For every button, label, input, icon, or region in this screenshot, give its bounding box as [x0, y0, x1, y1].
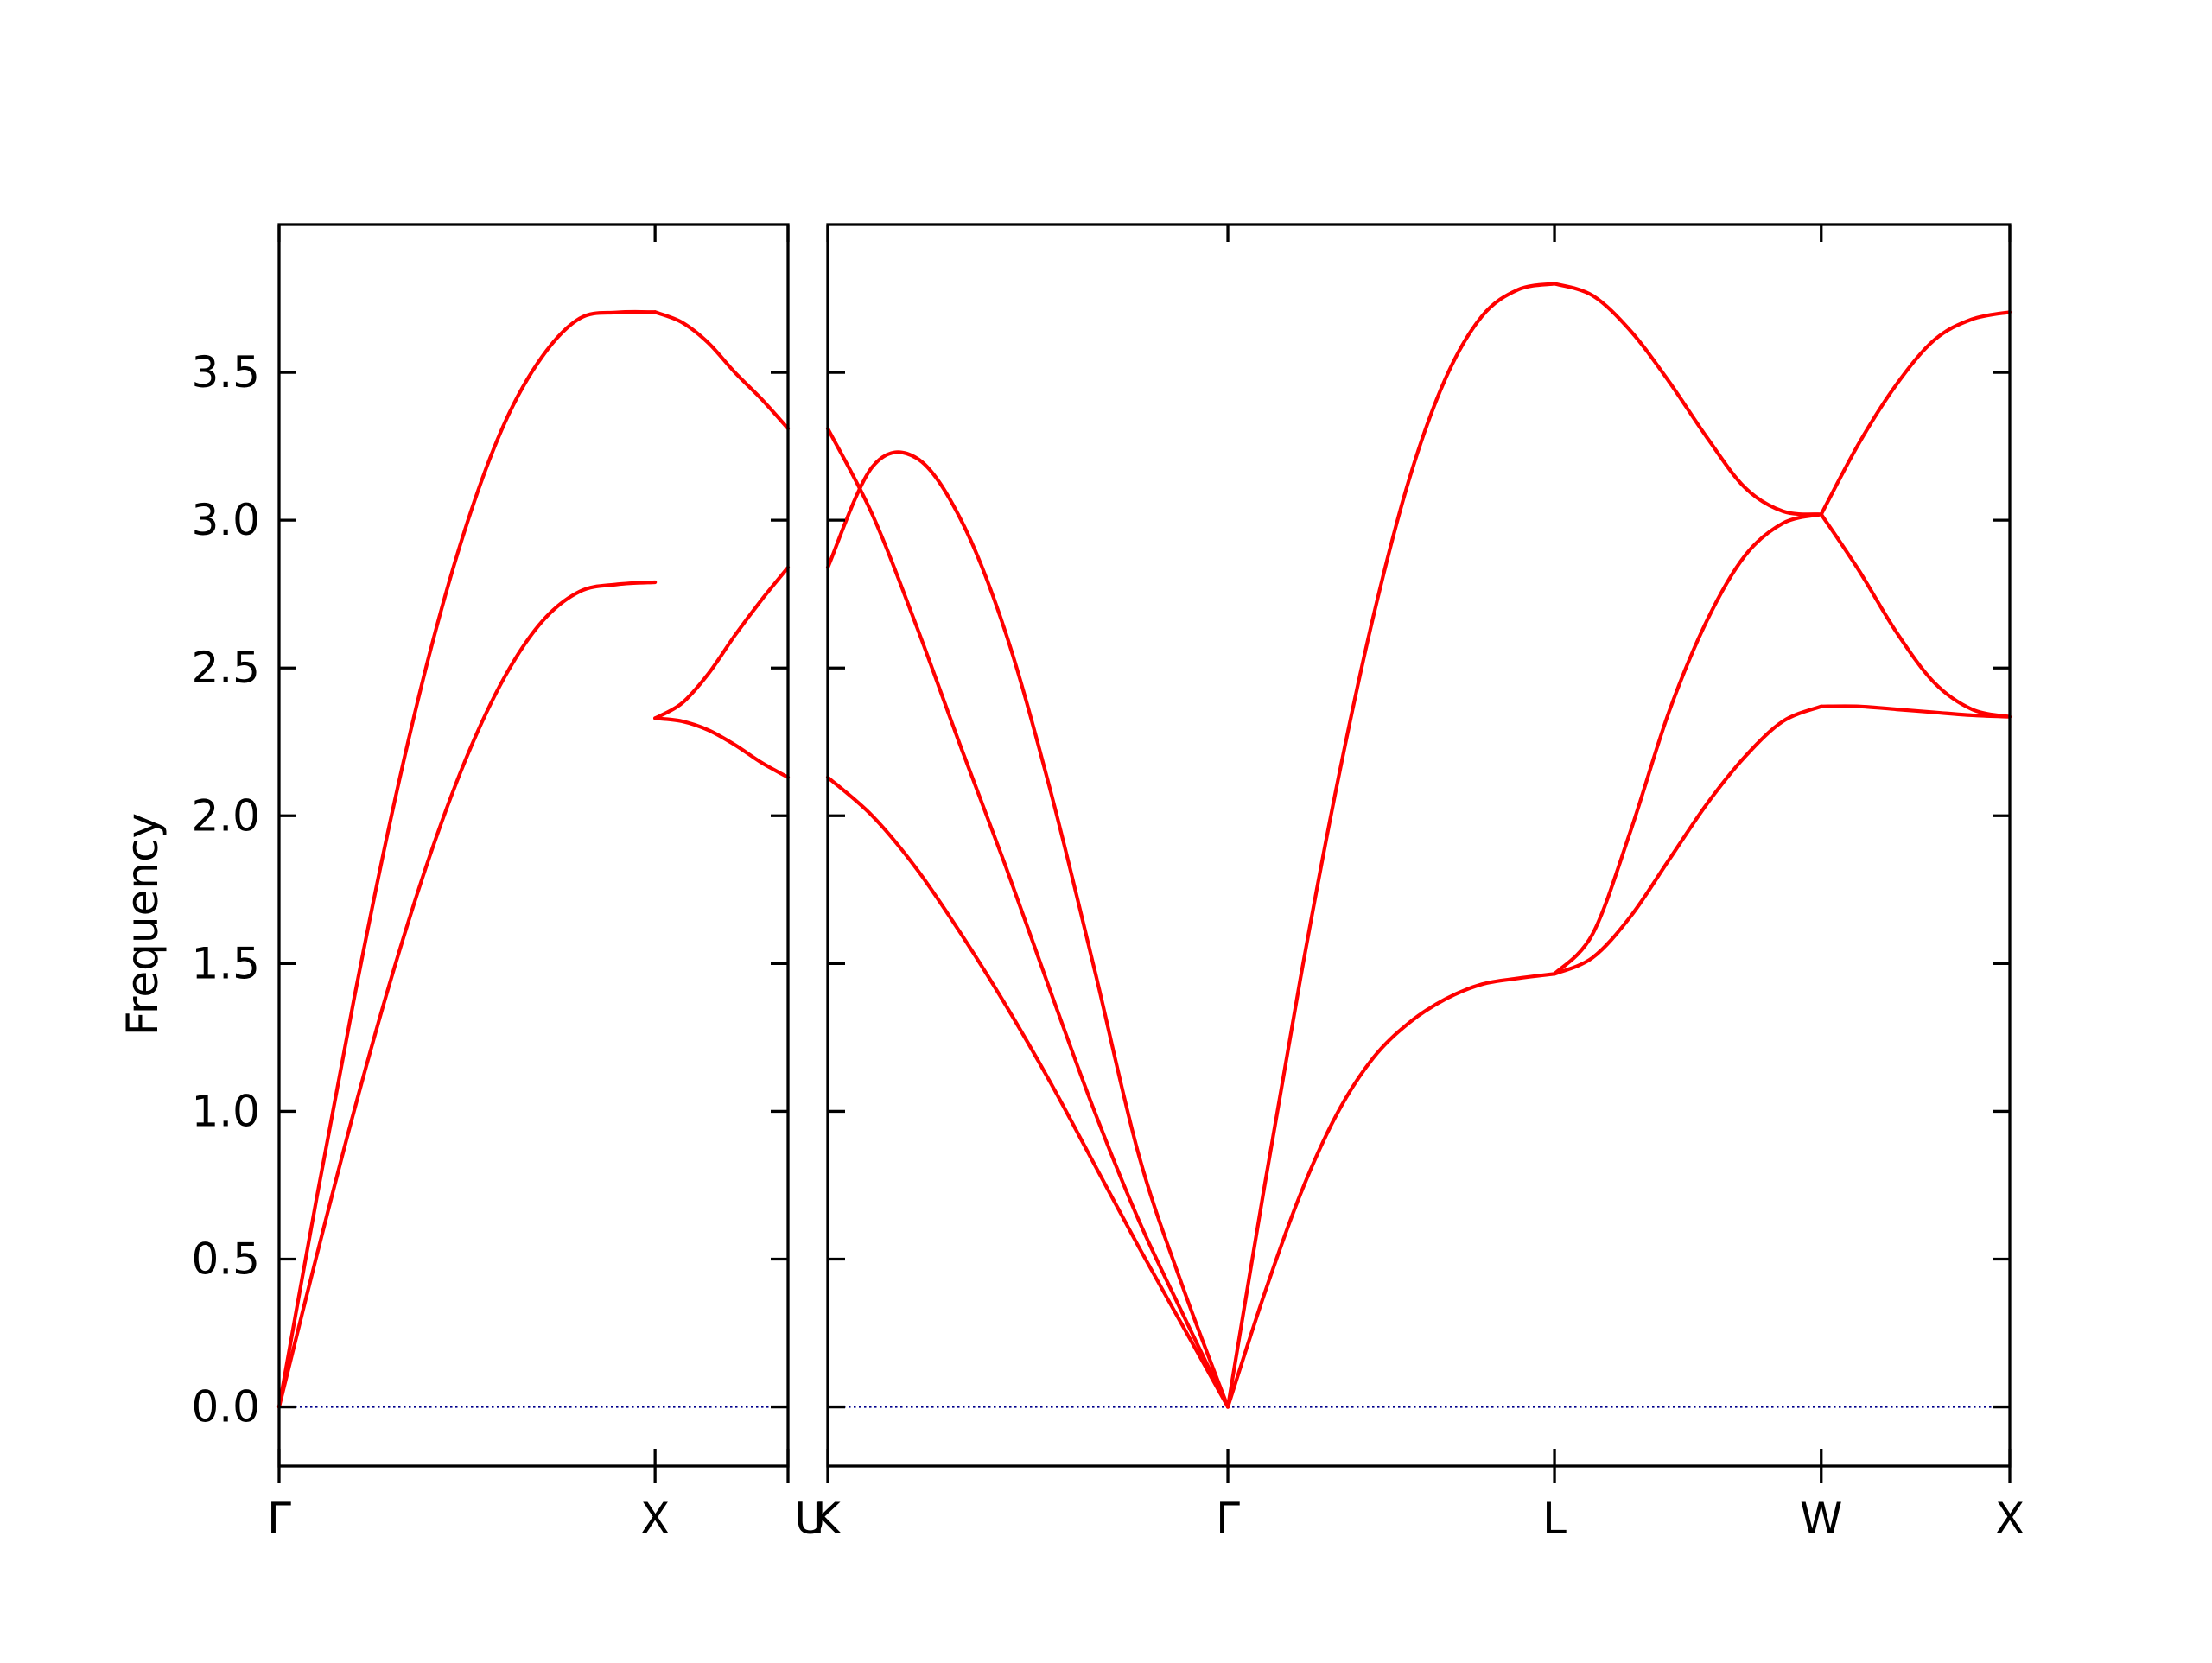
band-line-L-1 — [1225, 282, 1557, 1409]
right-panel: K Γ L W XU — [794, 223, 2024, 1544]
band-line-WX-1 — [1819, 512, 2012, 719]
band-line-WX-2 — [1819, 310, 2012, 517]
y-tick-label: 0.5 — [191, 1235, 260, 1285]
y-tick-label: 1.5 — [191, 938, 260, 988]
band-line-X-0 — [276, 580, 658, 1409]
band-line-K-2 — [825, 450, 1230, 1409]
band-line-WX-0 — [1819, 704, 2012, 719]
band-line-LW-2 — [1552, 282, 1823, 517]
band-line-L-0 — [1225, 972, 1557, 1409]
y-tick-label: 2.0 — [191, 790, 260, 841]
x-tick-label: X — [1995, 1494, 2024, 1544]
y-tick-label: 0.0 — [191, 1382, 260, 1432]
band-line-LW-0 — [1552, 704, 1823, 976]
y-tick-label: 1.0 — [191, 1086, 260, 1136]
x-tick-label: X — [640, 1494, 670, 1544]
band-line-XU-1 — [653, 565, 791, 720]
y-axis-label: Frequency — [118, 813, 168, 1036]
band-line-X-1 — [276, 309, 658, 1409]
band-line-LW-1 — [1552, 512, 1823, 976]
y-tick-label: 3.5 — [191, 347, 260, 397]
x-tick-label: L — [1542, 1494, 1567, 1544]
panel-frame — [277, 223, 790, 1468]
y-tick-label: 3.0 — [191, 495, 260, 545]
band-line-K-0 — [825, 775, 1230, 1409]
x-tick-label: U — [794, 1494, 826, 1544]
x-tick-label: Γ — [1216, 1494, 1240, 1544]
panel-frame — [826, 223, 2012, 1468]
band-line-XU-2 — [653, 310, 791, 431]
x-tick-label: K — [812, 1494, 842, 1544]
left-panel: 0.0 0.5 1.0 1.5 2.0 2.5 3.0 3.5 Γ X — [191, 223, 791, 1544]
band-line-K-1 — [825, 426, 1230, 1409]
y-tick-label: 2.5 — [191, 643, 260, 693]
x-tick-label: W — [1800, 1494, 1842, 1544]
x-tick-label: Γ — [267, 1494, 291, 1544]
band-line-XU-0 — [653, 716, 791, 779]
